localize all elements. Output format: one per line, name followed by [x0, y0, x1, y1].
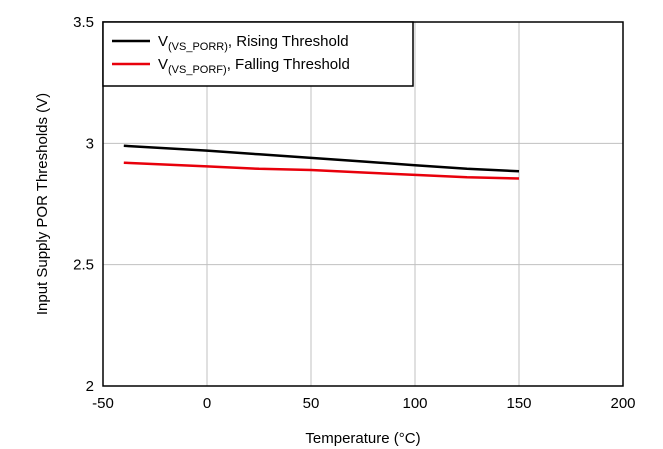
x-tick-label: 50 — [303, 395, 320, 412]
x-tick-label: 0 — [203, 395, 211, 412]
legend: V(VS_PORR), Rising Threshold V(VS_PORF), … — [102, 21, 414, 87]
legend-label-2: V(VS_PORF), Falling Threshold — [158, 56, 350, 76]
y-tick-label: 2 — [86, 378, 94, 395]
legend-box — [102, 21, 414, 87]
legend-label-1: V(VS_PORR), Rising Threshold — [158, 33, 349, 53]
x-tick-label: 200 — [610, 395, 635, 412]
series-line-1 — [123, 144, 520, 173]
x-tick-label: -50 — [92, 395, 114, 412]
tick-labels: -50 0 50 100 150 200 2 2.5 3 3.5 — [73, 14, 635, 412]
y-tick-label: 3.5 — [73, 14, 94, 31]
y-tick-label: 2.5 — [73, 257, 94, 274]
x-tick-label: 100 — [402, 395, 427, 412]
series-line-2 — [123, 161, 520, 180]
y-tick-label: 3 — [86, 135, 94, 152]
y-axis-title: Input Supply POR Thresholds (V) — [34, 93, 51, 315]
x-tick-label: 150 — [506, 395, 531, 412]
series-lines — [123, 144, 520, 180]
x-axis-title: Temperature (°C) — [305, 430, 420, 447]
